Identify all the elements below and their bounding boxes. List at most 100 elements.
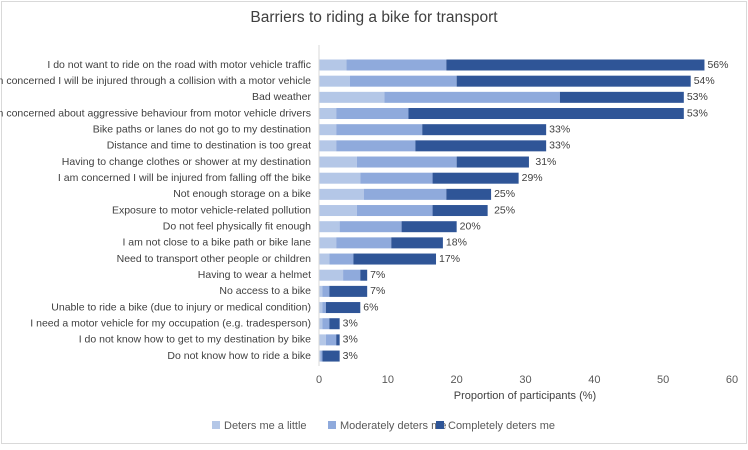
bar-segment <box>319 318 323 330</box>
bar-segment <box>329 253 354 265</box>
total-label: 53% <box>687 91 708 103</box>
bar-segment <box>559 91 684 103</box>
bar-segment <box>319 253 330 265</box>
bar-segment <box>319 334 326 346</box>
total-label: 17% <box>439 253 460 265</box>
category-label: Distance and time to destination is too … <box>107 140 311 152</box>
category-label: I do not know how to get to my destinati… <box>79 334 311 346</box>
category-label: Unable to ride a bike (due to injury or … <box>51 301 311 313</box>
x-axis-title: Proportion of participants (%) <box>454 390 596 402</box>
bar-segment <box>391 237 443 249</box>
bar-segment <box>325 334 337 346</box>
category-label: Do not feel physically fit enough <box>163 220 311 232</box>
category-label: Having to wear a helmet <box>198 269 311 281</box>
bar-segment <box>356 205 433 217</box>
total-label: 3% <box>343 350 358 362</box>
x-tick-label: 20 <box>451 374 463 386</box>
bar-segment <box>319 302 323 314</box>
bar-segment <box>319 285 323 297</box>
total-label: 33% <box>549 123 570 135</box>
bar-segment <box>319 269 344 281</box>
category-label: I am concerned I will be injured through… <box>0 75 311 87</box>
chart-title: Barriers to riding a bike for transport <box>250 9 498 26</box>
total-label: 56% <box>707 59 728 71</box>
bar-segment <box>325 302 361 314</box>
bar-segment <box>356 156 457 168</box>
bar-segment <box>346 59 447 71</box>
x-tick-label: 0 <box>316 374 322 386</box>
bar-segment <box>336 334 340 346</box>
bar-segment <box>360 269 368 281</box>
category-label: Need to transport other people or childr… <box>117 253 312 265</box>
total-label: 6% <box>363 301 378 313</box>
bar-segment <box>415 140 547 152</box>
bar-segment <box>319 237 337 249</box>
category-label: I need a motor vehicle for my occupation… <box>30 318 311 330</box>
total-label: 7% <box>370 269 385 281</box>
category-label: I am concerned about aggressive behaviou… <box>0 107 311 119</box>
category-label: Do not know how to ride a bike <box>167 350 311 362</box>
bar-segment <box>432 172 519 184</box>
total-label: 33% <box>549 140 570 152</box>
bar-segment <box>319 172 361 184</box>
bar-segment <box>329 318 340 330</box>
total-label: 54% <box>694 75 715 87</box>
bar-segment <box>446 188 492 200</box>
bar-segment <box>319 188 364 200</box>
legend-swatch <box>212 421 220 429</box>
bar-segment <box>319 205 357 217</box>
bar-segment <box>320 350 323 362</box>
bar-segment <box>319 350 321 362</box>
x-tick-label: 40 <box>588 374 600 386</box>
bar-segment <box>329 285 368 297</box>
total-label: 20% <box>460 220 481 232</box>
bar-segment <box>322 350 340 362</box>
category-label: Bike paths or lanes do not go to my dest… <box>93 123 311 135</box>
bar-segment <box>363 188 447 200</box>
category-label: Not enough storage on a bike <box>173 188 311 200</box>
bar-segment <box>336 140 416 152</box>
category-label: No access to a bike <box>219 285 311 297</box>
total-label: 7% <box>370 285 385 297</box>
x-tick-label: 60 <box>726 374 738 386</box>
category-label: Bad weather <box>252 91 311 103</box>
category-label: Exposure to motor vehicle-related pollut… <box>112 204 311 216</box>
legend-swatch <box>328 421 336 429</box>
total-label: 3% <box>343 318 358 330</box>
total-label: 31% <box>535 156 556 168</box>
bar-segment <box>446 59 705 71</box>
bar-segment <box>336 124 423 136</box>
bar-segment <box>456 156 529 168</box>
total-label: 53% <box>687 107 708 119</box>
bar-segment <box>322 285 330 297</box>
x-tick-label: 30 <box>519 374 531 386</box>
bar-segment <box>456 75 691 87</box>
x-tick-label: 50 <box>657 374 669 386</box>
bar-segment <box>319 156 357 168</box>
total-label: 18% <box>446 237 467 249</box>
bar-segment <box>319 124 337 136</box>
bar-segment <box>408 108 684 120</box>
bar-segment <box>319 91 385 103</box>
bar-segment <box>384 91 560 103</box>
bar-segment <box>343 269 361 281</box>
bar-segment <box>339 221 402 233</box>
bar-segment <box>319 140 337 152</box>
legend-swatch <box>436 421 444 429</box>
bar-segment <box>319 221 340 233</box>
bar-segment <box>353 253 437 265</box>
legend-label: Moderately deters me <box>340 420 446 432</box>
bar-segment <box>422 124 547 136</box>
legend-label: Deters me a little <box>224 420 307 432</box>
bar-segment <box>319 108 337 120</box>
category-label: I am not close to a bike path or bike la… <box>122 237 311 249</box>
total-label: 29% <box>522 172 543 184</box>
bar-segment <box>322 302 326 314</box>
category-label: I am concerned I will be injured from fa… <box>58 172 311 184</box>
bar-segment <box>432 205 488 217</box>
bar-segment <box>322 318 330 330</box>
legend-label: Completely deters me <box>448 420 555 432</box>
total-label: 25% <box>494 188 515 200</box>
bar-segment <box>401 221 457 233</box>
